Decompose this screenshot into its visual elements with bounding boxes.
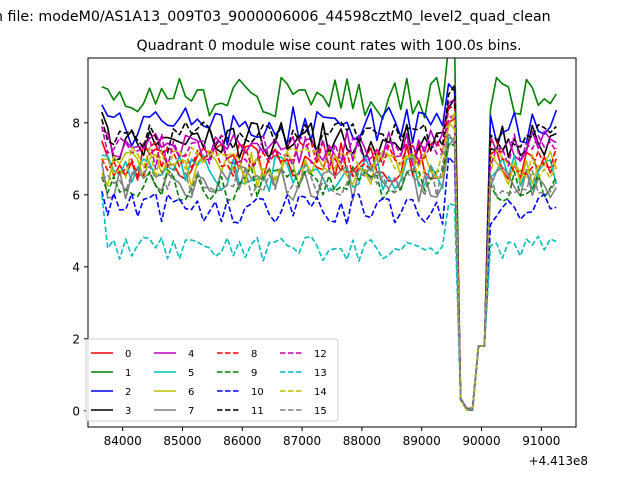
- plot-area-frame: [87, 57, 577, 428]
- x-tick-label: 89000: [403, 434, 441, 448]
- legend-label-6: 6: [188, 387, 194, 398]
- legend-label-7: 7: [188, 406, 194, 417]
- legend-label-1: 1: [125, 368, 131, 379]
- legend-box: [85, 338, 339, 422]
- legend-label-3: 3: [125, 406, 131, 417]
- chart-title: Quadrant 0 module wise count rates with …: [136, 38, 521, 54]
- legend-label-12: 12: [314, 349, 327, 360]
- legend-label-14: 14: [314, 387, 327, 398]
- legend-label-2: 2: [125, 387, 131, 398]
- y-tick-label: 2: [72, 332, 80, 346]
- x-tick-label: 86000: [223, 434, 261, 448]
- y-tick-label: 6: [72, 188, 80, 202]
- chart-suptitle: n file: modeM0/AS1A13_009T03_9000006006_…: [0, 9, 551, 25]
- x-tick-label: 88000: [343, 434, 381, 448]
- y-tick-label: 4: [72, 260, 80, 274]
- x-tick-label: 91000: [522, 434, 560, 448]
- legend-label-10: 10: [251, 387, 264, 398]
- x-tick-label: 84000: [104, 434, 142, 448]
- x-axis-offset-label: +4.413e8: [529, 454, 588, 468]
- y-tick-label: 0: [72, 404, 80, 418]
- legend-label-5: 5: [188, 368, 194, 379]
- x-axis: 84000 85000 86000 87000 88000 89000 90000 91000: [104, 427, 560, 448]
- x-tick-label: 85000: [163, 434, 201, 448]
- x-tick-label: 90000: [462, 434, 500, 448]
- series-lines: [101, 58, 558, 411]
- y-tick-label: 8: [72, 116, 80, 130]
- legend-label-11: 11: [251, 406, 264, 417]
- legend-label-15: 15: [314, 406, 327, 417]
- legend-label-0: 0: [125, 349, 131, 360]
- legend-label-9: 9: [251, 368, 257, 379]
- x-tick-label: 87000: [283, 434, 321, 448]
- legend-label-8: 8: [251, 349, 257, 360]
- series-line-15: [101, 132, 558, 411]
- legend-label-4: 4: [188, 349, 194, 360]
- legend-label-13: 13: [314, 368, 327, 379]
